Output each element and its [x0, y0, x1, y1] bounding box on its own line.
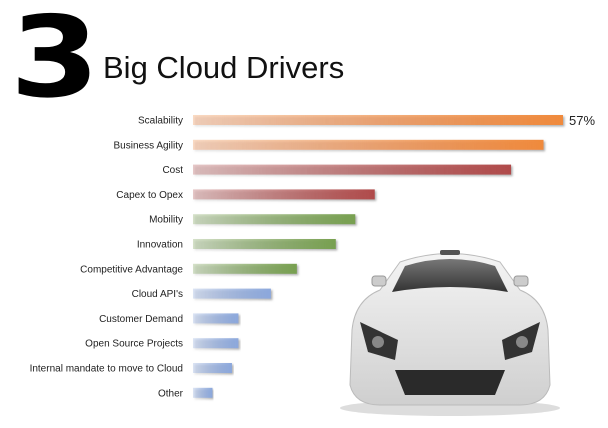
big-number-3: 3 — [10, 0, 100, 123]
bar-8 — [193, 313, 239, 324]
category-label: Cost — [162, 165, 183, 176]
bar-9 — [193, 338, 239, 349]
category-label: Mobility — [149, 215, 183, 226]
category-label: Scalability — [138, 116, 183, 127]
category-label: Competitive Advantage — [80, 264, 183, 275]
bar-5 — [193, 239, 336, 249]
bar-7 — [193, 288, 271, 299]
category-label: Internal mandate to move to Cloud — [30, 364, 183, 375]
category-label: Cloud API's — [132, 289, 183, 300]
bar-6 — [193, 263, 297, 274]
category-label: Other — [158, 388, 184, 399]
category-label: Innovation — [137, 240, 183, 251]
category-label: Capex to Opex — [116, 190, 183, 201]
bar-3 — [193, 189, 375, 200]
bar-1 — [193, 139, 544, 150]
bar-0 — [193, 115, 563, 125]
bar-2 — [193, 164, 512, 175]
data-label: 57% — [569, 113, 595, 128]
category-label: Customer Demand — [99, 314, 183, 325]
bar-4 — [193, 214, 356, 225]
bar-10 — [193, 363, 232, 373]
page-title: Big Cloud Drivers — [103, 50, 345, 85]
car-image — [340, 250, 560, 416]
category-label: Business Agility — [114, 140, 183, 151]
bar-11 — [193, 387, 213, 398]
category-label: Open Source Projects — [85, 339, 183, 350]
